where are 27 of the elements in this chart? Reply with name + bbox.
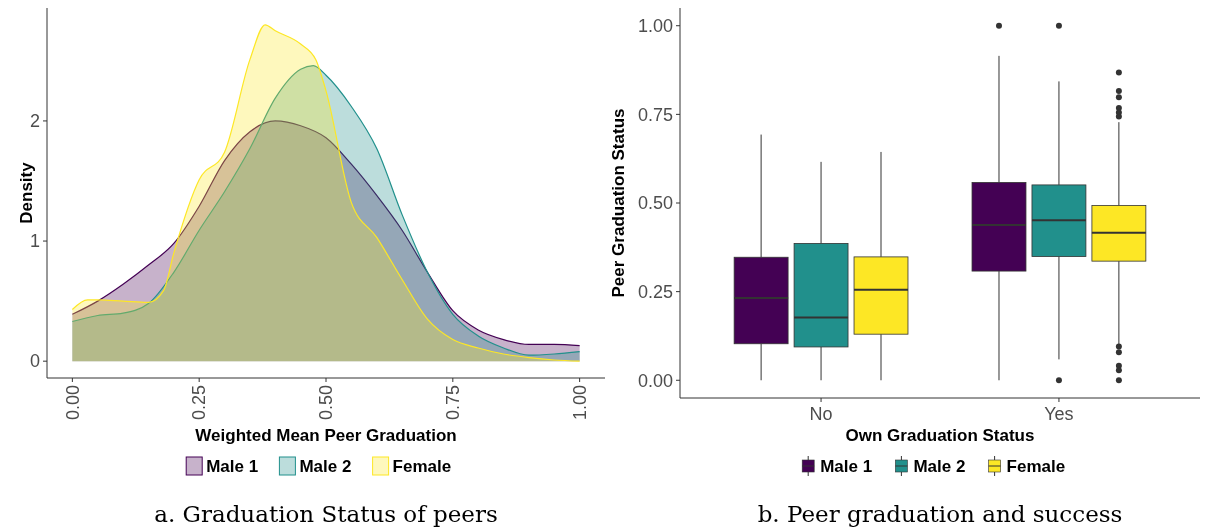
y-tick-label: 0.25 (637, 281, 673, 302)
x-tick-label: 0.00 (62, 385, 83, 421)
y-tick-label: 2 (29, 111, 40, 132)
x-tick-label: 0.25 (189, 385, 210, 421)
y-tick-label: 0.50 (637, 193, 673, 214)
x-axis-title: Own Graduation Status (845, 426, 1035, 445)
legend-label: Female (392, 457, 452, 476)
y-tick-label: 1.00 (637, 16, 673, 37)
x-axis-title: Weighted Mean Peer Graduation (195, 426, 457, 445)
legend-label: Male 2 (913, 457, 966, 476)
y-axis-title: Density (16, 161, 36, 224)
text: a. Graduation Status of peers (154, 501, 498, 527)
legend-label: Male 1 (820, 457, 873, 476)
y-axis-title: Peer Graduation Status (608, 108, 628, 298)
x-tick-label: 0.50 (316, 385, 337, 421)
text: b. Peer graduation and success (757, 501, 1123, 527)
x-tick-label: 1.00 (569, 385, 590, 421)
legend-label: Female (1006, 457, 1066, 476)
y-tick-label: 0.75 (637, 104, 673, 125)
y-tick-label: 0 (29, 351, 40, 372)
legend-label: Male 1 (206, 457, 259, 476)
y-tick-label: 1 (29, 231, 40, 252)
x-tick-label: 0.75 (443, 385, 464, 421)
y-tick-label: 0.00 (637, 370, 673, 391)
legend-label: Male 2 (299, 457, 352, 476)
x-tick-label: No (809, 404, 833, 424)
x-tick-label: Yes (1044, 404, 1074, 424)
